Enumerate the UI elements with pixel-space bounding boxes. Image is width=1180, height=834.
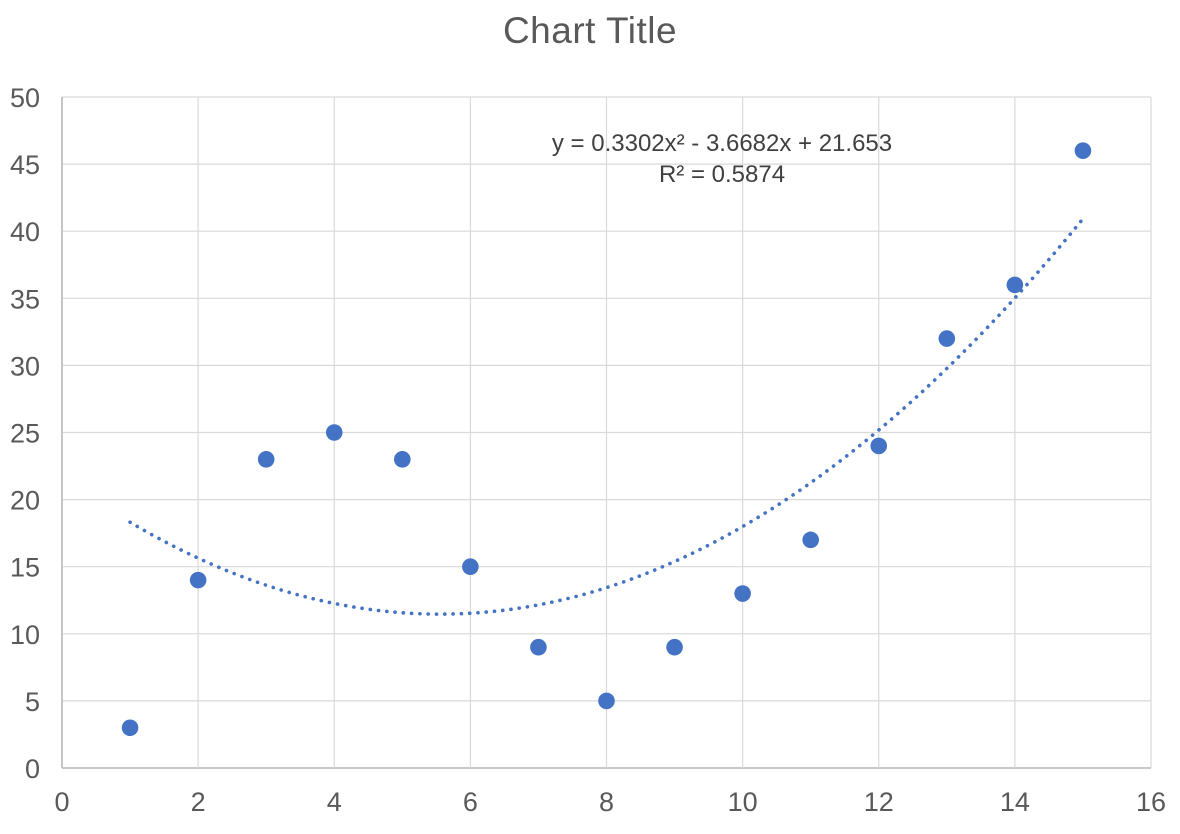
data-point <box>121 719 139 737</box>
chart-title: Chart Title <box>502 10 678 51</box>
trendline-equation: y = 0.3302x² - 3.6682x + 21.653 <box>551 130 893 157</box>
y-axis-tick-label: 30 <box>10 351 40 381</box>
x-axis-tick-label: 0 <box>54 787 69 817</box>
y-axis-tick-label: 0 <box>25 754 40 784</box>
y-axis-tick-label: 10 <box>10 620 40 650</box>
x-axis-tick-label: 6 <box>463 787 478 817</box>
y-axis-tick-label: 35 <box>10 284 40 314</box>
x-axis-tick-label: 12 <box>864 787 894 817</box>
data-point <box>325 424 343 441</box>
y-axis-tick-label: 50 <box>10 83 40 113</box>
y-axis-tick-label: 25 <box>10 419 40 449</box>
x-axis-tick-label: 10 <box>728 787 758 817</box>
data-point <box>598 692 615 710</box>
data-point <box>666 638 683 656</box>
data-point <box>189 571 207 589</box>
trendline-annotation: y = 0.3302x² - 3.6682x + 21.653 R² = 0.5… <box>552 128 892 190</box>
x-axis-tick-label: 4 <box>327 787 342 817</box>
x-axis-tick-label: 2 <box>191 787 206 817</box>
y-axis-tick-label: 20 <box>10 486 40 516</box>
data-point <box>1006 276 1024 294</box>
data-point <box>462 558 479 575</box>
trendline-curve <box>128 216 1085 616</box>
x-axis-tick-label: 14 <box>1000 787 1030 817</box>
y-axis-tick-label: 5 <box>25 687 40 717</box>
data-point <box>870 437 888 455</box>
y-axis-tick-label: 15 <box>10 553 40 583</box>
data-point <box>734 585 751 602</box>
data-point <box>802 531 819 549</box>
x-axis-tick-label: 8 <box>599 787 614 817</box>
data-point <box>1074 142 1092 159</box>
data-point <box>530 638 547 656</box>
y-axis-tick-label: 45 <box>10 150 40 180</box>
data-point <box>394 451 411 468</box>
data-point <box>257 451 275 468</box>
data-point <box>938 330 956 347</box>
y-axis-tick-label: 40 <box>10 217 40 247</box>
trendline-r-squared: R² = 0.5874 <box>658 161 786 188</box>
x-axis-tick-label: 16 <box>1136 787 1166 817</box>
